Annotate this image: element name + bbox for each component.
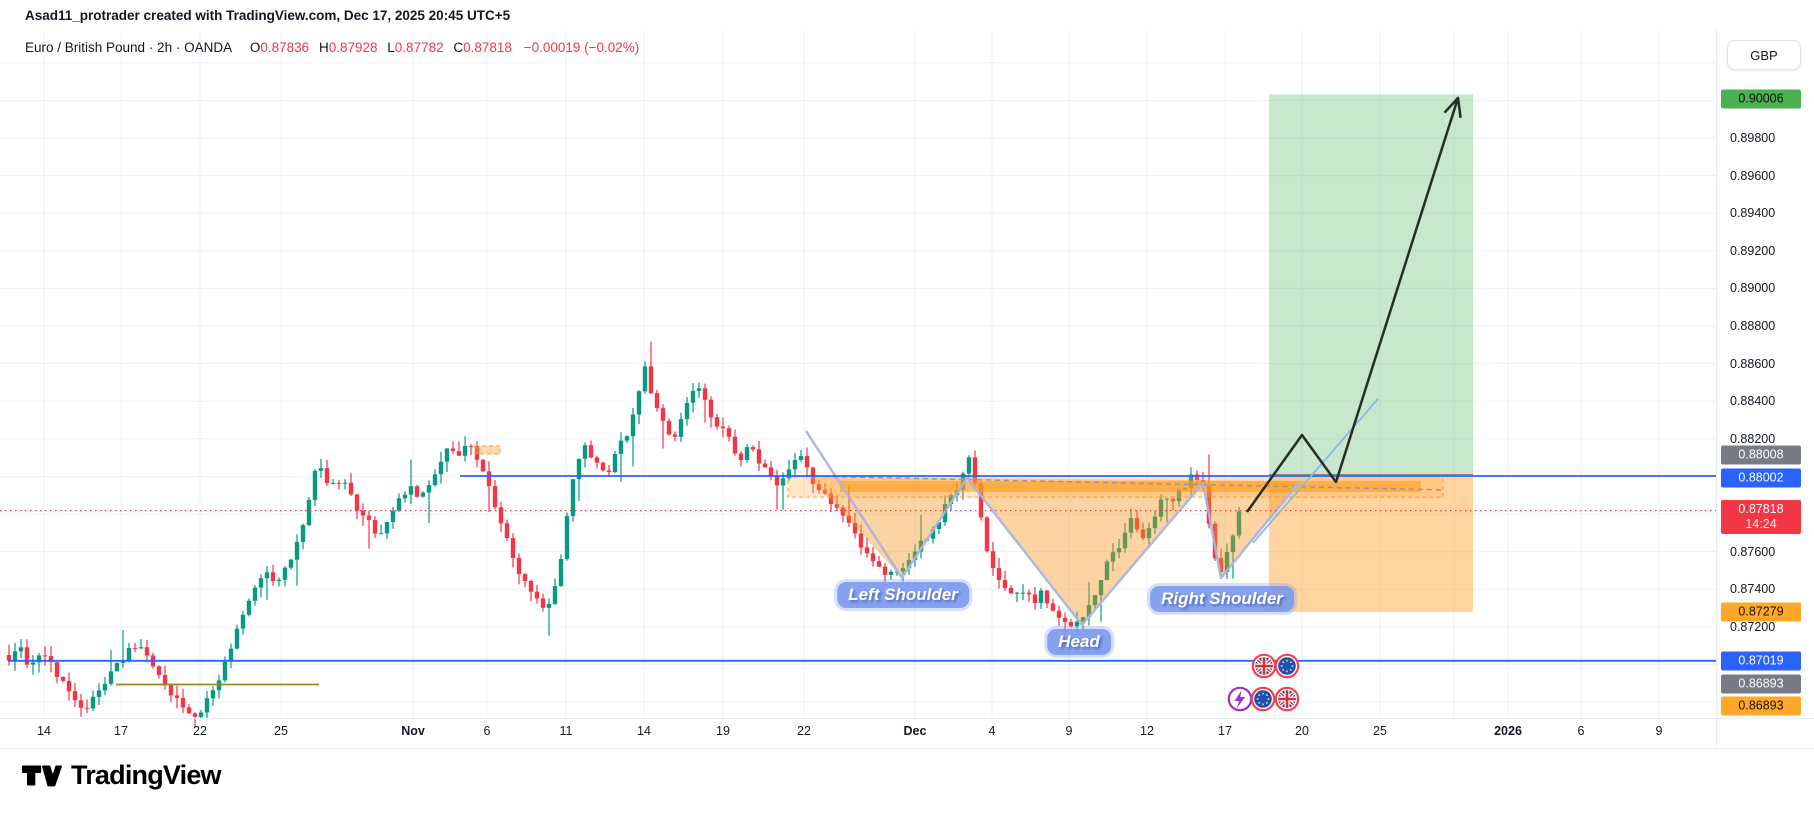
eu-flag-icon[interactable] <box>1274 653 1300 679</box>
price-tick: 0.88400 <box>1730 394 1776 409</box>
price-tick: 0.88800 <box>1730 319 1776 333</box>
price-axis-separator <box>1716 30 1717 748</box>
symbol-legend: Euro / British Pound · 2h · OANDA O0.878… <box>25 40 639 55</box>
trendline[interactable] <box>1252 398 1379 544</box>
price-badge[interactable]: 0.87279 <box>1721 602 1801 622</box>
time-tick: 9 <box>1065 724 1073 738</box>
projection-arrow[interactable] <box>1245 96 1462 513</box>
price-tick: 0.88600 <box>1730 356 1776 371</box>
ohlc-high-label: H <box>318 40 329 55</box>
price-tick: 0.89000 <box>1730 281 1776 296</box>
ohlc-high-value: 0.87928 <box>328 40 378 55</box>
attribution-text: Asad11_protrader created with TradingVie… <box>25 8 511 23</box>
price-badge[interactable]: 0.88002 <box>1721 468 1801 488</box>
gridlines <box>0 30 1716 718</box>
time-tick: Nov <box>401 724 425 738</box>
ohlc-close-value: 0.87818 <box>463 40 512 55</box>
price-tick: 0.87400 <box>1730 582 1776 597</box>
ohlc-open-value: 0.87836 <box>260 40 310 55</box>
tradingview-logo-icon <box>22 765 62 787</box>
tradingview-logo[interactable]: TradingView <box>22 760 222 791</box>
time-tick: 22 <box>193 724 207 738</box>
time-tick: 19 <box>716 724 730 738</box>
ohlc-close-label: C <box>453 40 464 55</box>
time-tick: Dec <box>903 724 927 738</box>
price-tick: 0.89200 <box>1730 243 1776 258</box>
head-shoulders-pattern[interactable] <box>474 430 1444 627</box>
symbol-title: Euro / British Pound · 2h · OANDA <box>25 40 233 55</box>
time-tick: 6 <box>483 724 491 738</box>
time-tick: 14 <box>637 724 651 738</box>
price-levels[interactable] <box>0 474 1716 686</box>
time-tick: 9 <box>1655 724 1663 738</box>
time-tick: 20 <box>1295 724 1309 738</box>
price-tick: 0.89800 <box>1730 131 1776 145</box>
ohlc-low-value: 0.87782 <box>394 40 444 55</box>
price-tick: 0.89600 <box>1730 168 1776 183</box>
time-tick: 22 <box>797 724 811 738</box>
price-badge[interactable]: 0.86893 <box>1721 674 1801 694</box>
left-shoulder-label[interactable]: Left Shoulder <box>837 582 969 608</box>
neckline <box>805 475 1444 491</box>
supply-band-inner <box>840 481 1421 492</box>
lightning-icon[interactable] <box>1227 686 1253 712</box>
risk-zone <box>1269 476 1473 612</box>
price-badge[interactable]: 0.90006 <box>1721 89 1801 109</box>
ohlc-open-label: O <box>249 40 261 55</box>
ohlc-low-label: L <box>387 40 395 55</box>
right-shoulder-label[interactable]: Right Shoulder <box>1150 586 1294 612</box>
price-badge[interactable]: 0.87019 <box>1721 651 1801 671</box>
head-label[interactable]: Head <box>1047 629 1111 655</box>
small-supply-box <box>474 445 501 455</box>
time-tick: 11 <box>559 724 573 738</box>
time-axis-separator-bottom <box>0 748 1814 749</box>
price-tick: 0.89400 <box>1730 206 1776 221</box>
price-badge[interactable]: 0.88008 <box>1721 445 1801 465</box>
time-tick: 14 <box>37 724 51 738</box>
time-tick: 17 <box>1218 724 1232 738</box>
eu-flag-icon[interactable] <box>1250 686 1276 712</box>
target-zone <box>1269 94 1473 477</box>
time-tick: 2026 <box>1494 724 1522 738</box>
time-tick: 4 <box>988 724 996 738</box>
time-tick: 12 <box>1140 724 1154 738</box>
price-tick: 0.87200 <box>1730 619 1776 634</box>
price-badge[interactable]: 0.87818 14:24 <box>1721 500 1801 534</box>
uk-flag-icon[interactable] <box>1274 686 1300 712</box>
time-tick: 6 <box>1577 724 1585 738</box>
price-tick: 0.88200 <box>1730 431 1776 446</box>
change-value: −0.00019 (−0.02%) <box>523 40 640 55</box>
currency-button[interactable]: GBP <box>1727 40 1801 70</box>
projection-zones[interactable] <box>1269 94 1473 612</box>
price-tick: 0.87600 <box>1730 544 1776 559</box>
price-badge[interactable]: 0.86893 <box>1721 696 1801 716</box>
tradingview-wordmark: TradingView <box>71 760 222 790</box>
time-tick: 25 <box>1373 724 1387 738</box>
pattern-outline <box>804 430 1301 627</box>
time-tick: 17 <box>114 724 128 738</box>
time-tick: 25 <box>274 724 288 738</box>
uk-flag-icon[interactable] <box>1251 653 1277 679</box>
arrowhead-icon <box>1443 96 1462 118</box>
time-axis-separator-top <box>0 718 1814 719</box>
